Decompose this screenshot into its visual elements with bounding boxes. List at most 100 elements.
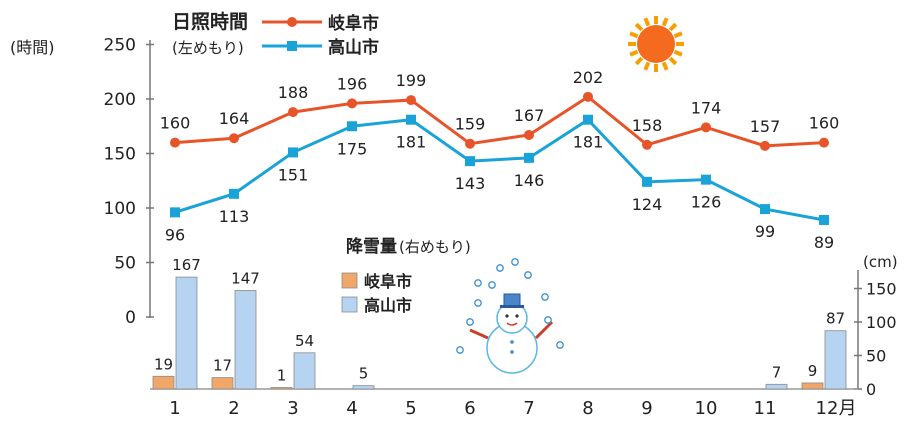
- right-tick-label: 0: [866, 380, 876, 399]
- snowfall-bar: [824, 330, 847, 390]
- left-tick-label: 50: [114, 254, 136, 274]
- sunshine-point: [406, 114, 416, 125]
- right-tick-label: 100: [866, 313, 897, 332]
- sunshine-value-label: 160: [809, 114, 840, 133]
- sunshine-value-label: 124: [632, 195, 663, 214]
- sunshine-value-label: 202: [573, 68, 604, 87]
- snowflake-icon: [488, 281, 496, 289]
- sunshine-value-label: 143: [455, 174, 486, 193]
- left-tick-label: 100: [104, 199, 136, 219]
- snowfall-value-label: 1: [277, 367, 287, 385]
- sun-ray: [668, 56, 678, 66]
- sunshine-title: 日照時間: [172, 11, 248, 33]
- left-tick-label: 0: [125, 308, 136, 328]
- x-tick-label: 1: [169, 398, 180, 419]
- snowflake-icon: [456, 346, 464, 354]
- sunshine-value-label: 196: [337, 74, 368, 93]
- sunshine-value-label: 199: [396, 71, 427, 90]
- legend-bar-label: 岐阜市: [364, 272, 412, 291]
- x-tick-label: 8: [582, 398, 593, 419]
- snowman-arm: [534, 320, 554, 340]
- snowflake-icon: [466, 318, 474, 326]
- sun-ray: [643, 61, 651, 71]
- sunshine-point: [760, 204, 770, 215]
- sunshine-point: [642, 139, 652, 150]
- snowfall-bar: [801, 382, 824, 390]
- sunshine-axis-side: (左めもり): [172, 39, 244, 57]
- sunshine-point: [229, 133, 239, 144]
- sunshine-point: [170, 137, 180, 148]
- snowfall-value-label: 147: [231, 270, 260, 288]
- sunshine-point: [819, 137, 829, 148]
- sun-ray: [673, 49, 683, 57]
- snowman-eye: [505, 314, 509, 318]
- x-tick-label: 2: [228, 398, 239, 419]
- x-tick-label: 6: [464, 398, 475, 419]
- snowflake-icon: [474, 279, 482, 287]
- sun-ray: [629, 49, 639, 57]
- sunshine-point: [288, 147, 298, 158]
- sunshine-point: [819, 214, 829, 225]
- snowfall-bar: [152, 375, 175, 390]
- snowflake-icon: [511, 258, 519, 266]
- sunshine-point: [642, 176, 652, 187]
- sun-ray: [673, 31, 683, 39]
- sunshine-value-label: 158: [632, 116, 663, 135]
- left-axis-unit: (時間): [10, 38, 55, 57]
- x-tick-label: 5: [405, 398, 416, 419]
- snowfall-bar: [234, 290, 257, 390]
- sunshine-point: [701, 174, 711, 185]
- x-tick-label: 3: [287, 398, 298, 419]
- sun-disc: [637, 25, 675, 63]
- legend-bar-label: 高山市: [364, 296, 412, 315]
- right-axis-unit: (cm): [863, 253, 898, 271]
- legend-line-label: 岐阜市: [328, 13, 379, 34]
- snowman-button: [510, 340, 514, 344]
- snowfall-value-label: 87: [826, 310, 845, 328]
- x-tick-label: 7: [523, 398, 534, 419]
- sunshine-value-label: 160: [160, 114, 191, 133]
- snowfall-bar: [175, 276, 198, 390]
- x-tick-label: 11: [754, 398, 777, 419]
- sunshine-value-label: 188: [278, 83, 309, 102]
- snowfall-value-label: 167: [172, 256, 201, 274]
- snowman-icon: [469, 293, 554, 374]
- sun-ray: [629, 31, 639, 39]
- x-tick-label: 12月: [816, 398, 857, 419]
- snowflake-icon: [524, 271, 532, 279]
- snowfall-value-label: 7: [772, 363, 782, 381]
- snowflake-icon: [544, 316, 552, 324]
- sunshine-point: [170, 207, 180, 218]
- snowflake-icon: [556, 341, 564, 349]
- snowfall-value-label: 17: [213, 357, 232, 375]
- sunshine-point: [524, 152, 534, 163]
- left-tick-label: 200: [104, 90, 136, 110]
- sunshine-value-label: 99: [755, 222, 775, 241]
- sunshine-value-label: 113: [219, 207, 250, 226]
- sun-ray: [634, 56, 644, 66]
- legend-bar-swatch: [341, 272, 358, 289]
- x-tick-label: 9: [641, 398, 652, 419]
- snowfall-value-label: 54: [295, 332, 314, 350]
- sunshine-point: [347, 121, 357, 132]
- left-tick-label: 250: [104, 36, 136, 56]
- snowman-hat-brim: [500, 305, 524, 308]
- sun-ray: [634, 22, 644, 32]
- snowfall-title: 降雪量: [346, 236, 397, 257]
- sunshine-line: [174, 94, 825, 148]
- snowfall-value-label: 5: [359, 365, 369, 383]
- snowman-button: [510, 350, 514, 354]
- right-tick-label: 50: [866, 347, 886, 366]
- sunshine-point: [701, 122, 711, 133]
- right-tick-label: 150: [866, 280, 897, 299]
- lines-layer: [170, 91, 829, 225]
- sun-ray: [661, 61, 669, 71]
- sunshine-value-label: 164: [219, 109, 250, 128]
- snowfall-value-label: 9: [808, 362, 818, 380]
- sunshine-value-label: 175: [337, 139, 368, 158]
- sunshine-value-label: 96: [165, 225, 185, 244]
- sunshine-value-label: 159: [455, 115, 486, 134]
- sunshine-point: [465, 156, 475, 167]
